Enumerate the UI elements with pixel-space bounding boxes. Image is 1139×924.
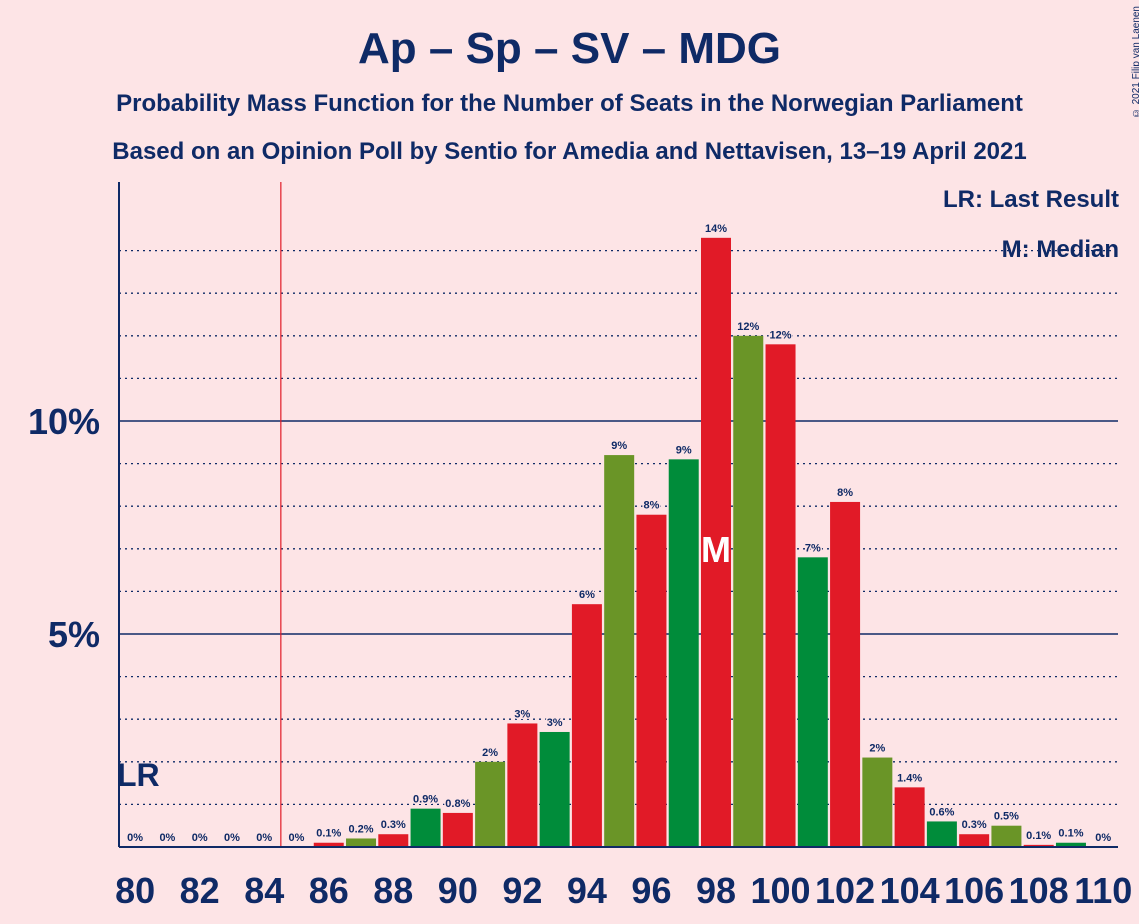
x-tick-label: 104: [880, 870, 940, 911]
bar-value-label: 0.1%: [1058, 828, 1083, 840]
bar-value-label: 0%: [127, 832, 143, 844]
last-result-marker: LR: [117, 757, 160, 793]
x-tick-label: 92: [502, 870, 542, 911]
bar-value-label: 2%: [869, 743, 885, 755]
bar-value-label: 3%: [514, 708, 530, 720]
bar-seats-97: [668, 459, 699, 847]
bar-seats-108: [1023, 844, 1054, 847]
bar-value-label: 0%: [289, 832, 305, 844]
bars-layer: [313, 237, 1086, 847]
x-tick-label: 98: [696, 870, 736, 911]
bar-value-label: 0.1%: [316, 828, 341, 840]
bar-value-label: 14%: [705, 223, 727, 235]
bar-seats-88: [378, 834, 409, 847]
axes: 5% 10% 80 82 84 86 88 90 92 94 96 98 100 102 104 106 108…: [28, 182, 1132, 911]
legend-last-result: LR: Last Result: [942, 186, 1119, 213]
bar-seats-87: [346, 838, 377, 847]
bar-value-label: 9%: [611, 440, 627, 452]
x-tick-label: 110: [1074, 870, 1132, 911]
bar-value-label: 8%: [644, 500, 660, 512]
legend-median: M: Median: [1001, 236, 1119, 263]
x-tick-label: 86: [309, 870, 349, 911]
bar-seats-105: [926, 821, 957, 847]
bar-value-label: 9%: [676, 444, 692, 456]
y-tick-label: 5%: [48, 614, 100, 655]
bar-seats-92: [507, 723, 538, 847]
bar-value-label: 0.3%: [381, 819, 406, 831]
x-tick-label: 106: [944, 870, 1004, 911]
bar-value-label: 0.1%: [1026, 830, 1051, 842]
bar-seats-98: [700, 237, 731, 847]
bar-seats-89: [410, 808, 441, 847]
x-tick-label: 100: [750, 870, 810, 911]
bar-seats-90: [442, 812, 473, 847]
bar-value-label: 0%: [1095, 832, 1111, 844]
copyright-note: © 2021 Filip van Laenen: [1131, 6, 1139, 119]
bar-value-label: 7%: [805, 542, 821, 554]
bar-seats-91: [475, 761, 506, 847]
bar-seats-100: [765, 344, 796, 847]
bar-value-label: 0.5%: [994, 811, 1019, 823]
bar-value-label: 0.2%: [348, 823, 373, 835]
x-tick-label: 84: [244, 870, 284, 911]
bar-value-label: 2%: [482, 747, 498, 759]
bar-seats-99: [733, 335, 764, 847]
bar-value-label: 0%: [256, 832, 272, 844]
bar-value-label: 0.9%: [413, 794, 438, 806]
bar-seats-104: [894, 787, 925, 847]
chart-title: Ap – Sp – SV – MDG: [358, 24, 781, 73]
bar-seats-101: [797, 557, 828, 847]
bar-value-label: 0.3%: [962, 819, 987, 831]
bar-value-label: 0%: [224, 832, 240, 844]
chart-source-line: Based on an Opinion Poll by Sentio for A…: [112, 138, 1027, 165]
x-tick-label: 96: [631, 870, 671, 911]
x-tick-label: 88: [373, 870, 413, 911]
x-tick-label: 102: [815, 870, 875, 911]
bar-value-label: 6%: [579, 589, 595, 601]
bar-value-label: 0.6%: [929, 806, 954, 818]
data-labels: 0% 0% 0% 0% 0% 0% 0.1% 0.2% 0.3% 0.9% 0.8% 2% 3% 3% 6%…: [117, 221, 1113, 845]
bar-value-label: 8%: [837, 487, 853, 499]
x-tick-label: 82: [180, 870, 220, 911]
bar-value-label: 0.8%: [445, 798, 470, 810]
median-marker: M: [701, 529, 731, 570]
chart-subtitle: Probability Mass Function for the Number…: [116, 90, 1023, 117]
bar-seats-86: [313, 842, 344, 847]
bar-seats-103: [862, 757, 893, 847]
bar-seats-93: [539, 731, 570, 847]
x-tick-label: 90: [438, 870, 478, 911]
x-tick-label: 94: [567, 870, 607, 911]
bar-seats-95: [604, 455, 635, 847]
bar-seats-102: [830, 501, 861, 847]
bar-value-label: 1.4%: [897, 772, 922, 784]
bar-seats-96: [636, 514, 667, 847]
bar-value-label: 0%: [159, 832, 175, 844]
bar-seats-106: [959, 834, 990, 847]
bar-seats-94: [571, 604, 602, 847]
bar-seats-109: [1055, 842, 1086, 847]
y-tick-label: 10%: [28, 401, 100, 442]
bar-value-label: 12%: [770, 329, 792, 341]
x-tick-label: 80: [115, 870, 155, 911]
x-tick-label: 108: [1009, 870, 1069, 911]
bar-value-label: 3%: [547, 717, 563, 729]
bar-value-label: 0%: [192, 832, 208, 844]
bar-value-label: 12%: [737, 321, 759, 333]
bar-seats-107: [991, 825, 1022, 847]
